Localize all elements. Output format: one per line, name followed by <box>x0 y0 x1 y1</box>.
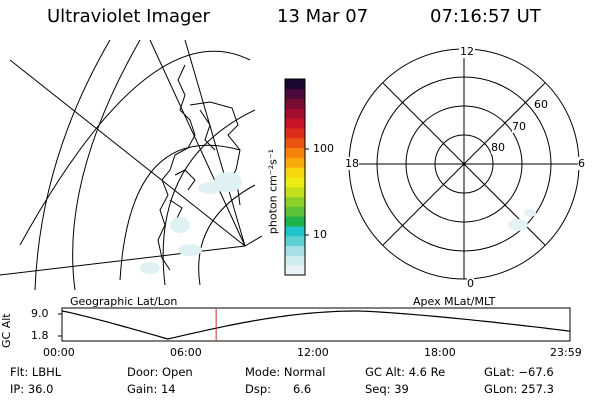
apex-caption: Apex MLat/MLT <box>413 295 496 308</box>
colorbar-swatch <box>285 147 305 158</box>
mlt-label-0: 0 <box>467 277 474 290</box>
altitude-curve <box>61 310 571 340</box>
mlt-label-6: 6 <box>578 157 585 170</box>
lat-label-70: 70 <box>512 120 526 133</box>
colorbar-swatches <box>285 79 305 276</box>
map-gridline <box>72 40 141 290</box>
colorbar-tick-10: 10 <box>313 228 327 241</box>
colorbar <box>284 78 309 276</box>
lat-label-80: 80 <box>491 141 505 154</box>
map-gridline <box>198 184 256 286</box>
info-mode: Mode: Normal <box>245 365 326 379</box>
colorbar-swatch <box>285 128 305 139</box>
colorbar-swatch <box>285 108 305 119</box>
timeline-frame <box>61 307 571 342</box>
colorbar-swatch <box>285 265 305 276</box>
mlt-label-18: 18 <box>345 157 359 170</box>
polar-plot <box>348 48 580 280</box>
colorbar-swatch <box>285 177 305 188</box>
map-gridline <box>149 40 246 247</box>
info-gc-alt: GC Alt: 4.6 Re <box>365 365 446 379</box>
timeline-xtick-0: 00:00 <box>43 346 75 359</box>
colorbar-swatch <box>285 167 305 178</box>
info-glat: GLat: −67.6 <box>484 365 554 379</box>
colorbar-swatch <box>285 79 305 90</box>
info-door: Door: Open <box>127 365 193 379</box>
timeline-ytick-high: 9.0 <box>31 307 49 320</box>
colorbar-swatch <box>285 88 305 100</box>
timeline-xtick-1: 06:00 <box>170 346 202 359</box>
geographic-map <box>0 40 262 290</box>
time-display: 07:16:57 UT <box>430 6 541 27</box>
info-seq: Seq: 39 <box>365 382 409 396</box>
colorbar-swatch <box>285 118 305 129</box>
colorbar-frame <box>284 78 306 276</box>
altitude-timeline <box>58 307 571 342</box>
info-flt: Flt: LBHL <box>10 365 62 379</box>
colorbar-swatch <box>285 245 305 256</box>
timeline-ytick-low: 1.8 <box>31 329 49 342</box>
aurora-emission <box>508 209 536 231</box>
colorbar-swatch <box>285 98 305 109</box>
info-dsp: Dsp: 6.6 <box>245 382 312 396</box>
colorbar-swatch <box>285 216 305 227</box>
colorbar-swatch <box>285 186 305 198</box>
aurora-emission <box>140 172 242 274</box>
colorbar-swatch <box>285 226 305 237</box>
colorbar-swatch <box>285 196 305 207</box>
timeline-xtick-2: 12:00 <box>297 346 329 359</box>
colorbar-swatch <box>285 206 305 217</box>
app-title: Ultraviolet Imager <box>47 6 210 27</box>
map-gridline <box>9 59 246 247</box>
geographic-caption: Geographic Lat/Lon <box>70 295 178 308</box>
timeline-xtick-4: 23:59 <box>550 346 582 359</box>
map-gridline <box>34 40 111 290</box>
colorbar-label: photon cm⁻²s⁻¹ <box>266 148 280 235</box>
coastline <box>157 64 241 271</box>
timeline-xtick-3: 18:00 <box>424 346 456 359</box>
colorbar-tick-100: 100 <box>313 142 334 155</box>
colorbar-swatch <box>285 255 305 266</box>
colorbar-swatch <box>285 235 305 247</box>
mlt-label-12: 12 <box>459 45 475 58</box>
info-glon: GLon: 257.3 <box>484 382 554 396</box>
timeline-ylabel: GC Alt <box>0 313 13 348</box>
date-display: 13 Mar 07 <box>277 6 369 27</box>
map-gridline <box>162 109 256 286</box>
colorbar-swatch <box>285 157 305 168</box>
polar-axis <box>382 82 546 246</box>
info-gain: Gain: 14 <box>127 382 176 396</box>
map-gridline <box>244 235 262 247</box>
colorbar-swatch <box>285 137 305 149</box>
map-gridline <box>19 50 251 246</box>
lat-label-60: 60 <box>534 98 548 111</box>
map-gridline <box>184 40 246 247</box>
map-gridline <box>119 144 241 281</box>
map-gridline <box>0 245 246 276</box>
info-ip: IP: 36.0 <box>10 382 54 396</box>
